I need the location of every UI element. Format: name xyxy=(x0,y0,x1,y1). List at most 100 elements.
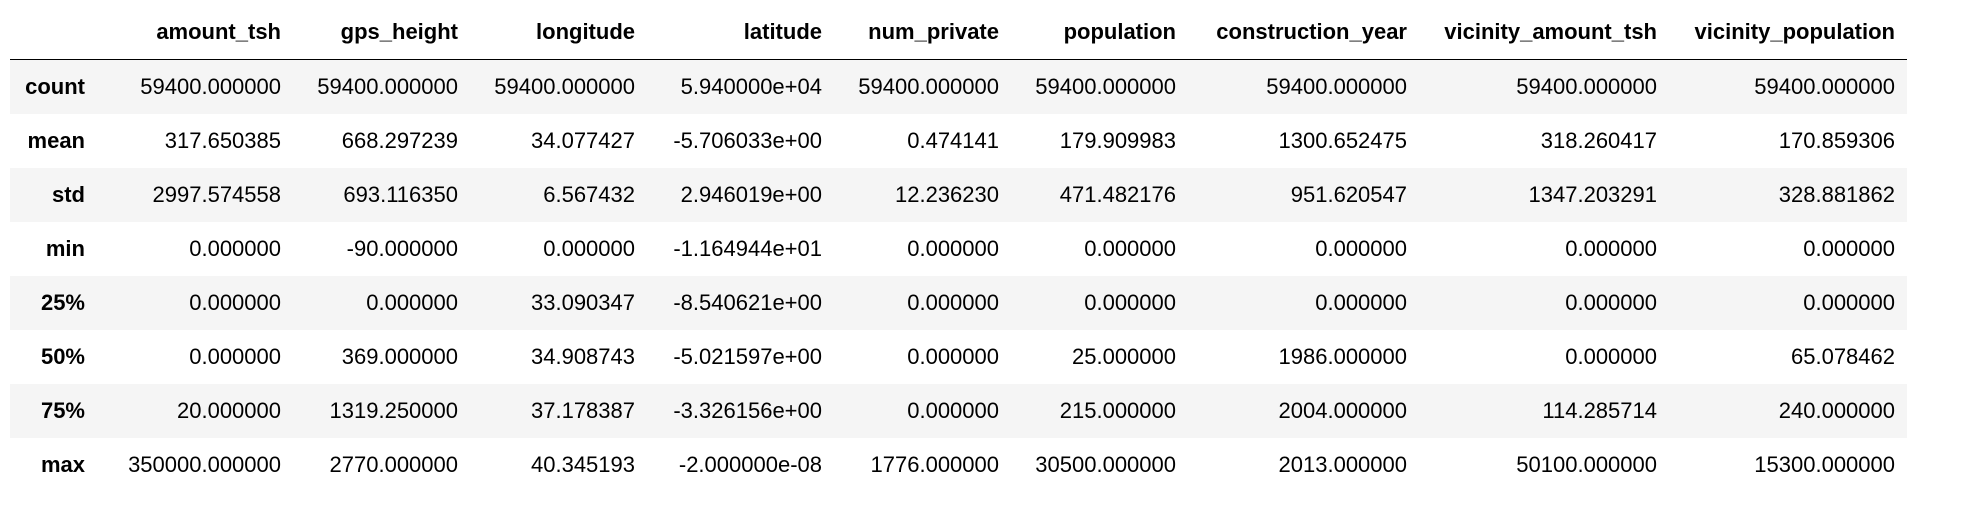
table-cell: 0.000000 xyxy=(907,398,999,423)
column-header-num-private: num_private xyxy=(834,5,1011,60)
table-cell: 59400.000000 xyxy=(494,74,635,99)
table-cell: 65.078462 xyxy=(1791,344,1895,369)
table-row-25-percent: 25% 0.000000 0.000000 33.090347 -8.54062… xyxy=(10,276,1907,330)
table-row-mean: mean 317.650385 668.297239 34.077427 -5.… xyxy=(10,114,1907,168)
row-label: 50% xyxy=(40,344,85,369)
table-cell: 0.000000 xyxy=(907,236,999,261)
table-cell: 0.000000 xyxy=(1315,290,1407,315)
table-cell: 0.000000 xyxy=(366,290,458,315)
table-cell: 30500.000000 xyxy=(1035,452,1176,477)
table-cell: 59400.000000 xyxy=(858,74,999,99)
table-cell: 179.909983 xyxy=(1059,128,1176,153)
column-header-amount-tsh: amount_tsh xyxy=(97,5,293,60)
table-cell: 471.482176 xyxy=(1059,182,1176,207)
table-cell: 693.116350 xyxy=(343,182,458,207)
table-cell: 328.881862 xyxy=(1778,182,1895,207)
table-row-75-percent: 75% 20.000000 1319.250000 37.178387 -3.3… xyxy=(10,384,1907,438)
table-cell: -8.540621e+00 xyxy=(673,290,822,315)
table-cell: 215.000000 xyxy=(1059,398,1176,423)
table-cell: 0.000000 xyxy=(907,290,999,315)
table-cell: 59400.000000 xyxy=(140,74,281,99)
row-label: 25% xyxy=(40,290,85,315)
table-cell: 25.000000 xyxy=(1072,344,1176,369)
table-row-std: std 2997.574558 693.116350 6.567432 2.94… xyxy=(10,168,1907,222)
table-cell: 1300.652475 xyxy=(1278,128,1407,153)
table-cell: 59400.000000 xyxy=(1516,74,1657,99)
table-cell: 0.000000 xyxy=(1803,236,1895,261)
table-cell: 317.650385 xyxy=(164,128,281,153)
table-cell: 59400.000000 xyxy=(317,74,458,99)
table-cell: 2770.000000 xyxy=(329,452,458,477)
table-cell: -90.000000 xyxy=(346,236,458,261)
table-row-max: max 350000.000000 2770.000000 40.345193 … xyxy=(10,438,1907,492)
row-label: max xyxy=(40,452,85,477)
table-cell: 0.000000 xyxy=(1084,236,1176,261)
table-cell: 350000.000000 xyxy=(128,452,281,477)
table-cell: 6.567432 xyxy=(543,182,635,207)
column-header-vicinity-amount-tsh: vicinity_amount_tsh xyxy=(1419,5,1669,60)
describe-table: amount_tsh gps_height longitude latitude… xyxy=(10,5,1907,492)
table-row-count: count 59400.000000 59400.000000 59400.00… xyxy=(10,59,1907,114)
table-cell: 40.345193 xyxy=(531,452,635,477)
table-cell: 12.236230 xyxy=(895,182,999,207)
header-row: amount_tsh gps_height longitude latitude… xyxy=(10,5,1907,60)
table-cell: 37.178387 xyxy=(531,398,635,423)
table-cell: 951.620547 xyxy=(1290,182,1407,207)
table-cell: 1319.250000 xyxy=(329,398,458,423)
row-label: 75% xyxy=(40,398,85,423)
column-header-vicinity-population: vicinity_population xyxy=(1669,5,1907,60)
table-cell: -3.326156e+00 xyxy=(673,398,822,423)
table-cell: 50100.000000 xyxy=(1516,452,1657,477)
table-cell: 240.000000 xyxy=(1778,398,1895,423)
table-cell: 1776.000000 xyxy=(870,452,999,477)
column-header-population: population xyxy=(1011,5,1188,60)
table-row-50-percent: 50% 0.000000 369.000000 34.908743 -5.021… xyxy=(10,330,1907,384)
table-cell: 5.940000e+04 xyxy=(680,74,822,99)
column-header-latitude: latitude xyxy=(647,5,834,60)
table-cell: -1.164944e+01 xyxy=(673,236,822,261)
table-cell: 0.474141 xyxy=(907,128,999,153)
table-cell: 1986.000000 xyxy=(1278,344,1407,369)
table-cell: 170.859306 xyxy=(1778,128,1895,153)
table-cell: 2004.000000 xyxy=(1278,398,1407,423)
table-cell: 15300.000000 xyxy=(1754,452,1895,477)
table-cell: 0.000000 xyxy=(1565,236,1657,261)
table-cell: 1347.203291 xyxy=(1528,182,1657,207)
row-label: count xyxy=(25,74,85,99)
column-header-gps-height: gps_height xyxy=(293,5,470,60)
table-cell: 0.000000 xyxy=(907,344,999,369)
table-cell: 59400.000000 xyxy=(1754,74,1895,99)
table-cell: 0.000000 xyxy=(189,344,281,369)
table-cell: 33.090347 xyxy=(531,290,635,315)
table-cell: 0.000000 xyxy=(543,236,635,261)
table-cell: 34.077427 xyxy=(531,128,635,153)
column-header-longitude: longitude xyxy=(470,5,647,60)
table-cell: -2.000000e-08 xyxy=(678,452,822,477)
table-cell: 2013.000000 xyxy=(1278,452,1407,477)
table-cell: 0.000000 xyxy=(1565,290,1657,315)
index-header xyxy=(10,5,97,60)
table-cell: 668.297239 xyxy=(341,128,458,153)
table-cell: 59400.000000 xyxy=(1266,74,1407,99)
table-cell: 0.000000 xyxy=(1315,236,1407,261)
table-cell: 2997.574558 xyxy=(152,182,281,207)
column-header-construction-year: construction_year xyxy=(1188,5,1419,60)
table-cell: 0.000000 xyxy=(1084,290,1176,315)
table-cell: 0.000000 xyxy=(189,290,281,315)
row-label: std xyxy=(52,182,85,207)
table-cell: 318.260417 xyxy=(1540,128,1657,153)
row-label: min xyxy=(45,236,85,261)
table-cell: 0.000000 xyxy=(189,236,281,261)
table-cell: 114.285714 xyxy=(1542,398,1657,423)
table-cell: 59400.000000 xyxy=(1035,74,1176,99)
table-cell: -5.706033e+00 xyxy=(673,128,822,153)
table-cell: 0.000000 xyxy=(1565,344,1657,369)
row-label: mean xyxy=(27,128,85,153)
table-cell: 20.000000 xyxy=(177,398,281,423)
table-cell: 34.908743 xyxy=(531,344,635,369)
dataframe-output: amount_tsh gps_height longitude latitude… xyxy=(10,5,1907,492)
table-cell: 369.000000 xyxy=(341,344,458,369)
table-row-min: min 0.000000 -90.000000 0.000000 -1.1649… xyxy=(10,222,1907,276)
table-cell: 0.000000 xyxy=(1803,290,1895,315)
table-cell: 2.946019e+00 xyxy=(680,182,822,207)
